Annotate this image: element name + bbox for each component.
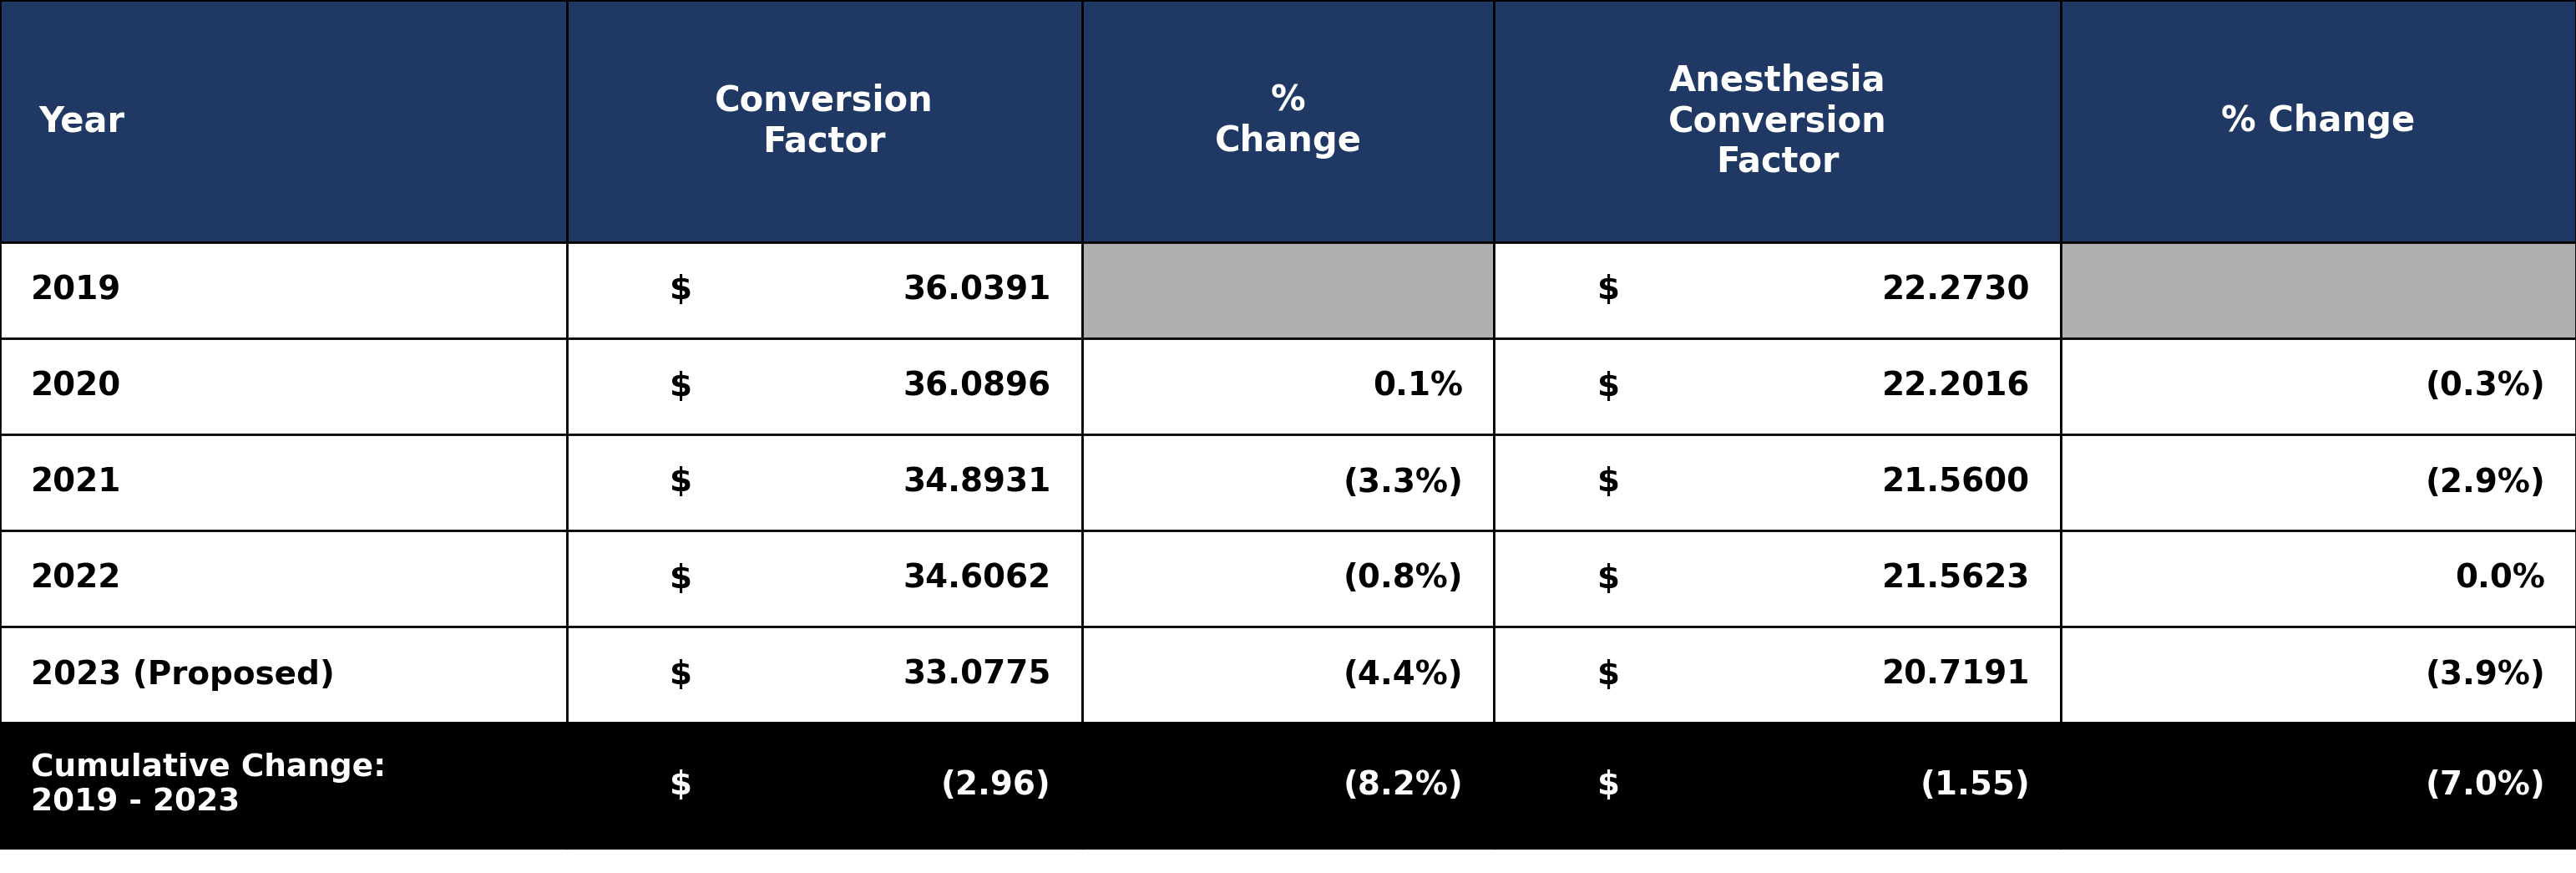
Text: (0.3%): (0.3%) bbox=[2424, 370, 2545, 402]
Text: $: $ bbox=[670, 562, 693, 595]
Text: (3.9%): (3.9%) bbox=[2424, 659, 2545, 691]
Text: Cumulative Change:
2019 - 2023: Cumulative Change: 2019 - 2023 bbox=[31, 753, 386, 818]
Text: 21.5623: 21.5623 bbox=[1883, 562, 2030, 595]
Bar bbox=[1494, 243, 2061, 339]
Bar bbox=[567, 531, 1082, 627]
Text: % Change: % Change bbox=[2221, 104, 2416, 139]
Text: 0.0%: 0.0% bbox=[2455, 562, 2545, 595]
Text: $: $ bbox=[670, 274, 693, 306]
Text: $: $ bbox=[670, 466, 693, 498]
Bar bbox=[1494, 0, 2061, 243]
Text: 21.5600: 21.5600 bbox=[1883, 466, 2030, 498]
Bar bbox=[1494, 627, 2061, 723]
Text: Conversion
Factor: Conversion Factor bbox=[716, 83, 933, 159]
Bar bbox=[0, 531, 567, 627]
Bar bbox=[1082, 723, 1494, 848]
Bar bbox=[1082, 243, 1494, 339]
Text: $: $ bbox=[1597, 769, 1620, 801]
Bar bbox=[1494, 339, 2061, 435]
Text: (0.8%): (0.8%) bbox=[1342, 562, 1463, 595]
Bar bbox=[567, 0, 1082, 243]
Text: (4.4%): (4.4%) bbox=[1342, 659, 1463, 691]
Text: 22.2016: 22.2016 bbox=[1883, 370, 2030, 402]
Text: $: $ bbox=[670, 370, 693, 402]
Text: $: $ bbox=[1597, 562, 1620, 595]
Text: 0.1%: 0.1% bbox=[1373, 370, 1463, 402]
Text: 36.0896: 36.0896 bbox=[904, 370, 1051, 402]
Text: 34.6062: 34.6062 bbox=[904, 562, 1051, 595]
Text: 2023 (Proposed): 2023 (Proposed) bbox=[31, 659, 335, 691]
Bar bbox=[2061, 0, 2576, 243]
Bar bbox=[0, 723, 567, 848]
Text: $: $ bbox=[1597, 274, 1620, 306]
Bar bbox=[2061, 243, 2576, 339]
Bar bbox=[567, 627, 1082, 723]
Text: $: $ bbox=[670, 659, 693, 691]
Bar bbox=[567, 243, 1082, 339]
Text: (1.55): (1.55) bbox=[1919, 769, 2030, 801]
Text: 2021: 2021 bbox=[31, 466, 121, 498]
Bar bbox=[1082, 435, 1494, 531]
Bar bbox=[567, 435, 1082, 531]
Bar bbox=[1494, 723, 2061, 848]
Text: (2.9%): (2.9%) bbox=[2424, 466, 2545, 498]
Text: $: $ bbox=[1597, 370, 1620, 402]
Text: $: $ bbox=[1597, 466, 1620, 498]
Bar bbox=[1082, 0, 1494, 243]
Bar bbox=[2061, 339, 2576, 435]
Text: Year: Year bbox=[39, 104, 124, 139]
Bar bbox=[0, 339, 567, 435]
Text: 2020: 2020 bbox=[31, 370, 121, 402]
Bar bbox=[567, 723, 1082, 848]
Text: 2022: 2022 bbox=[31, 562, 121, 595]
Text: %
Change: % Change bbox=[1213, 83, 1363, 159]
Bar bbox=[2061, 531, 2576, 627]
Text: (2.96): (2.96) bbox=[940, 769, 1051, 801]
Bar bbox=[567, 339, 1082, 435]
Bar bbox=[2061, 723, 2576, 848]
Text: 2019: 2019 bbox=[31, 274, 121, 306]
Text: Anesthesia
Conversion
Factor: Anesthesia Conversion Factor bbox=[1669, 63, 1886, 179]
Bar bbox=[1082, 627, 1494, 723]
Bar bbox=[1082, 339, 1494, 435]
Bar bbox=[0, 0, 567, 243]
Text: 22.2730: 22.2730 bbox=[1880, 274, 2030, 306]
Bar bbox=[2061, 435, 2576, 531]
Text: (3.3%): (3.3%) bbox=[1342, 466, 1463, 498]
Bar bbox=[1082, 531, 1494, 627]
Bar bbox=[2061, 627, 2576, 723]
Text: (7.0%): (7.0%) bbox=[2424, 769, 2545, 801]
Text: (8.2%): (8.2%) bbox=[1342, 769, 1463, 801]
Text: 36.0391: 36.0391 bbox=[904, 274, 1051, 306]
Text: $: $ bbox=[1597, 659, 1620, 691]
Bar bbox=[0, 243, 567, 339]
Text: 34.8931: 34.8931 bbox=[904, 466, 1051, 498]
Bar bbox=[0, 627, 567, 723]
Bar bbox=[1494, 435, 2061, 531]
Text: $: $ bbox=[670, 769, 693, 801]
Text: 33.0775: 33.0775 bbox=[904, 659, 1051, 691]
Bar bbox=[0, 435, 567, 531]
Bar bbox=[1494, 531, 2061, 627]
Text: 20.7191: 20.7191 bbox=[1883, 659, 2030, 691]
